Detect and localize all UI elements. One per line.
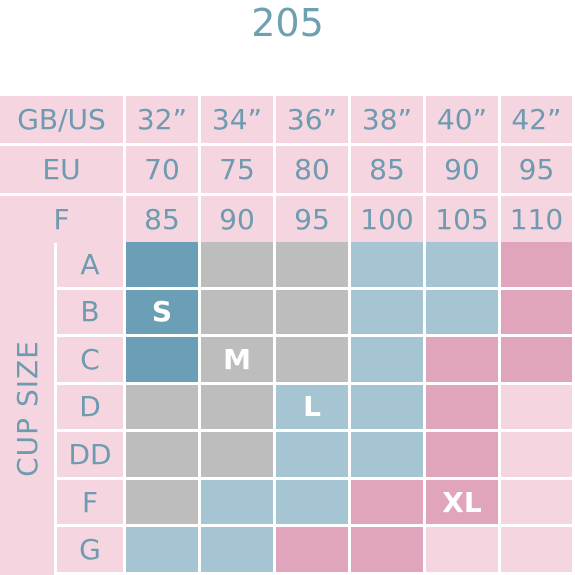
size-cell-xl bbox=[501, 289, 572, 335]
cup-row-label: A bbox=[57, 242, 123, 287]
chart-title: 205 bbox=[251, 1, 324, 45]
size-cell-none bbox=[426, 527, 498, 572]
size-label-xl: XL bbox=[442, 485, 482, 519]
header-value: 32” bbox=[126, 96, 198, 143]
size-cell-none bbox=[501, 432, 572, 477]
size-cell-m bbox=[201, 289, 273, 335]
header-value: 90 bbox=[201, 196, 273, 243]
size-chart-table: GB/US 32” 34” 36” 38” 40” 42” EU 70 75 80 85 90 95 F 85… bbox=[0, 96, 575, 575]
size-cell-m: M bbox=[201, 337, 273, 382]
size-cell-l bbox=[351, 289, 423, 335]
size-cell-m bbox=[201, 384, 273, 430]
header-label-f: F bbox=[0, 196, 123, 243]
cup-row-label: DD bbox=[57, 432, 123, 477]
header-label-eu: EU bbox=[0, 146, 123, 193]
size-cell-m bbox=[201, 432, 273, 477]
header-value: 105 bbox=[426, 196, 498, 243]
size-cell-xl: XL bbox=[426, 479, 498, 525]
header-value: 38” bbox=[351, 96, 423, 143]
size-cell-m bbox=[276, 289, 348, 335]
cup-row-label: F bbox=[57, 479, 123, 525]
size-cell-xl bbox=[276, 527, 348, 572]
size-cell-none bbox=[501, 479, 572, 525]
cup-row-label: C bbox=[57, 337, 123, 382]
size-cell-l bbox=[201, 527, 273, 572]
header-value: 75 bbox=[201, 146, 273, 193]
size-cell-m bbox=[126, 479, 198, 525]
size-cell-l bbox=[351, 242, 423, 287]
cup-row-label: G bbox=[57, 527, 123, 572]
size-cell-m bbox=[276, 337, 348, 382]
size-cell-none bbox=[501, 527, 572, 572]
size-cell-m bbox=[126, 384, 198, 430]
header-value: 100 bbox=[351, 196, 423, 243]
size-cell-xl bbox=[501, 242, 572, 287]
size-cell-l bbox=[351, 337, 423, 382]
size-cell-m bbox=[126, 432, 198, 477]
cup-size-label: CUP SIZE bbox=[0, 242, 54, 575]
size-label-l: L bbox=[303, 390, 321, 424]
header-value: 85 bbox=[126, 196, 198, 243]
size-cell-m bbox=[276, 242, 348, 287]
size-cell-xl bbox=[426, 432, 498, 477]
header-value: 70 bbox=[126, 146, 198, 193]
header-value: 34” bbox=[201, 96, 273, 143]
size-cell-l bbox=[126, 527, 198, 572]
size-cell-l bbox=[426, 289, 498, 335]
header-value: 110 bbox=[501, 196, 572, 243]
size-cell-l bbox=[351, 384, 423, 430]
cup-row-label: B bbox=[57, 289, 123, 335]
header-value: 40” bbox=[426, 96, 498, 143]
size-cell-none bbox=[501, 384, 572, 430]
size-cell-s bbox=[126, 337, 198, 382]
size-cell-l bbox=[276, 432, 348, 477]
size-cell-xl bbox=[351, 527, 423, 572]
header-value: 95 bbox=[501, 146, 572, 193]
size-cell-xl bbox=[351, 479, 423, 525]
header-value: 85 bbox=[351, 146, 423, 193]
size-cell-s: S bbox=[126, 289, 198, 335]
size-label-m: M bbox=[223, 342, 251, 376]
header-value: 42” bbox=[501, 96, 572, 143]
size-cell-l bbox=[351, 432, 423, 477]
size-cell-xl bbox=[501, 337, 572, 382]
header-value: 90 bbox=[426, 146, 498, 193]
cup-row-label: D bbox=[57, 384, 123, 430]
size-cell-xl bbox=[426, 384, 498, 430]
size-label-s: S bbox=[151, 295, 173, 329]
header-value: 95 bbox=[276, 196, 348, 243]
size-cell-m bbox=[201, 242, 273, 287]
size-cell-s bbox=[126, 242, 198, 287]
size-cell-l bbox=[426, 242, 498, 287]
header-value: 36” bbox=[276, 96, 348, 143]
size-cell-xl bbox=[426, 337, 498, 382]
size-cell-l: L bbox=[276, 384, 348, 430]
header-label-gbus: GB/US bbox=[0, 96, 123, 143]
cup-size-text: CUP SIZE bbox=[10, 340, 44, 477]
size-cell-l bbox=[276, 479, 348, 525]
size-cell-l bbox=[201, 479, 273, 525]
header-value: 80 bbox=[276, 146, 348, 193]
